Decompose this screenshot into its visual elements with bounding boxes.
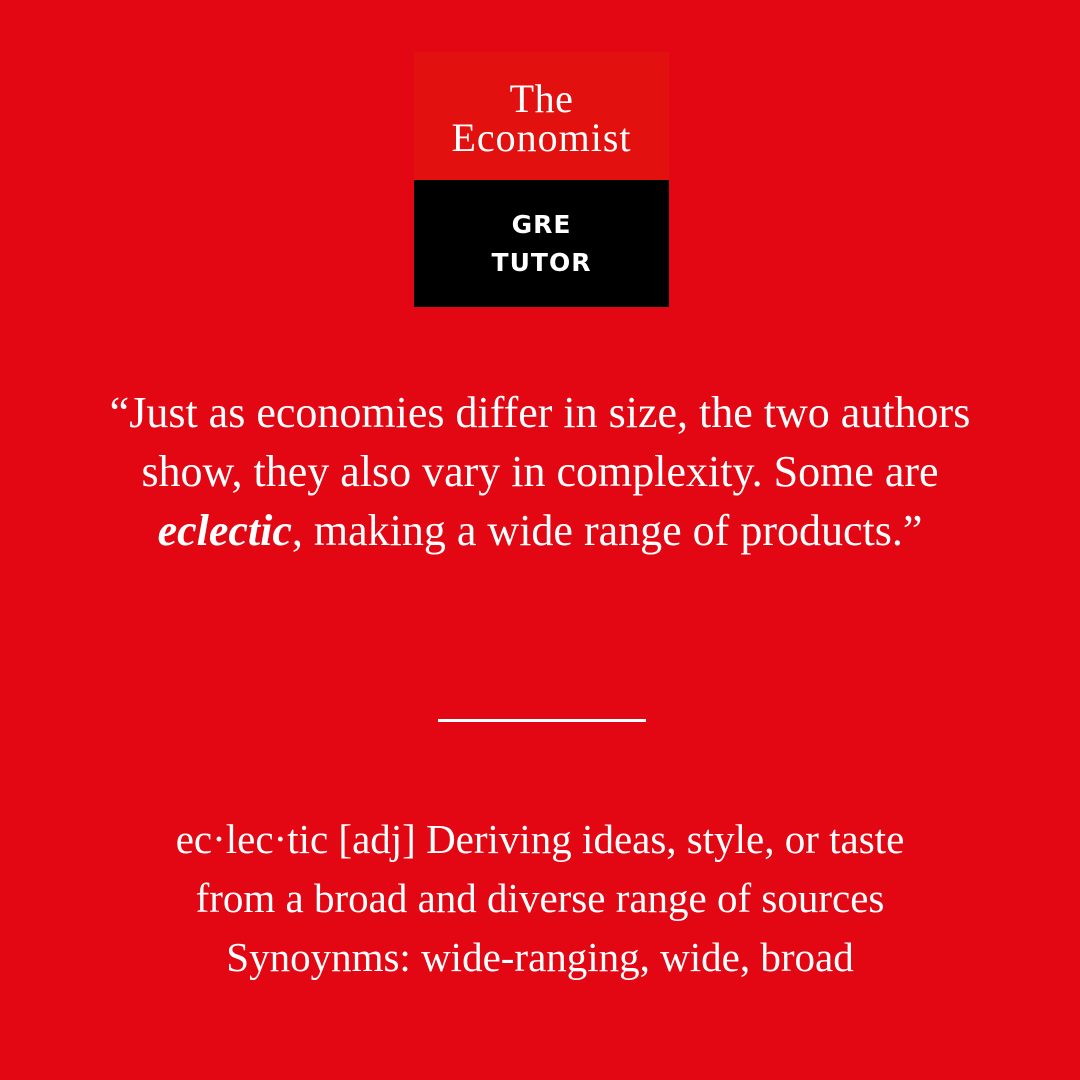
definition-line-1: ec·lec·tic [adj] Deriving ideas, style, … <box>175 816 905 862</box>
word-definition: ec·lec·tic [adj] Deriving ideas, style, … <box>90 810 990 987</box>
divider <box>438 719 646 722</box>
logo-gre: GRE <box>511 209 572 239</box>
example-quote: “Just as economies differ in size, the t… <box>90 383 990 560</box>
economist-gre-tutor-logo: The Economist GRE TUTOR <box>414 52 669 307</box>
definition-synonyms: Synoynms: wide-ranging, wide, broad <box>226 934 854 980</box>
quote-text-after: , making a wide range of products.” <box>291 506 923 555</box>
logo-tutor: TUTOR <box>491 247 592 277</box>
logo-masthead: The Economist <box>414 52 669 180</box>
logo-economist: Economist <box>451 115 632 160</box>
quote-highlighted-word: eclectic <box>157 506 292 555</box>
definition-line-2: from a broad and diverse range of source… <box>195 875 885 921</box>
logo-product-label: GRE TUTOR <box>414 180 669 307</box>
quote-text-before: “Just as economies differ in size, the t… <box>109 388 971 496</box>
logo-the: The <box>509 76 574 121</box>
